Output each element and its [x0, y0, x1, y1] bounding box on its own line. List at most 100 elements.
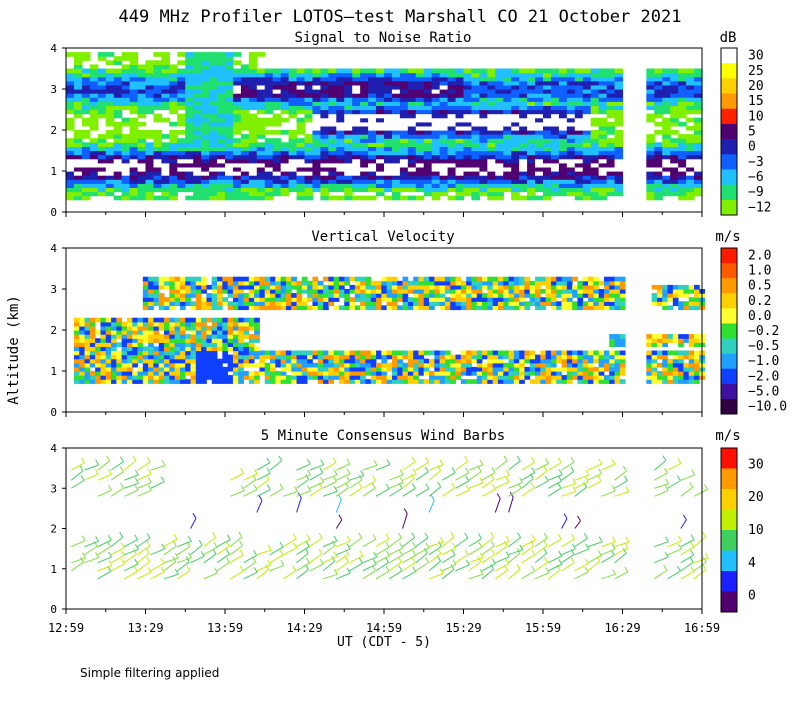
snr-cell	[98, 167, 107, 172]
snr-cell	[503, 130, 512, 135]
vv-cell	[519, 371, 525, 376]
snr-cell	[479, 69, 488, 74]
snr-cell	[495, 134, 504, 139]
wind-barb	[204, 537, 216, 546]
snr-cell	[138, 175, 147, 180]
snr-cell	[153, 73, 162, 78]
vv-cell	[482, 379, 488, 384]
wind-barb	[442, 537, 454, 546]
snr-cell	[82, 56, 91, 61]
vv-cell	[466, 281, 472, 286]
snr-cell	[686, 110, 695, 115]
colorbar-swatch	[721, 48, 737, 64]
snr-cell	[90, 114, 99, 119]
vv-cell	[180, 281, 186, 286]
vv-cell	[466, 367, 472, 372]
snr-cell	[138, 97, 147, 102]
vv-cell	[228, 285, 234, 290]
snr-cell	[74, 93, 83, 98]
vv-cell	[249, 285, 255, 290]
snr-cell	[257, 155, 266, 160]
snr-cell	[352, 138, 361, 143]
snr-cell	[344, 146, 353, 151]
snr-cell	[201, 81, 210, 86]
wind-barb	[403, 488, 416, 496]
vv-cell	[403, 293, 409, 298]
vv-cell	[201, 346, 207, 351]
vv-cell	[143, 367, 149, 372]
vv-cell	[185, 281, 191, 286]
snr-cell	[487, 171, 496, 176]
colorbar-swatch	[721, 124, 737, 140]
vv-cell	[127, 355, 133, 360]
vv-cell	[662, 305, 668, 310]
vv-cell	[673, 334, 679, 339]
snr-cell	[281, 175, 290, 180]
snr-cell	[193, 97, 202, 102]
wind-barb	[350, 488, 362, 497]
wind-barb	[71, 562, 83, 571]
snr-cell	[583, 89, 592, 94]
wind-barb-flag	[452, 483, 455, 488]
snr-cell	[583, 85, 592, 90]
vv-cell	[583, 379, 589, 384]
snr-cell	[599, 187, 608, 192]
snr-cell	[193, 171, 202, 176]
snr-cell	[82, 151, 91, 156]
vv-cell	[683, 351, 689, 356]
vv-cell	[434, 277, 440, 282]
snr-cell	[328, 159, 337, 164]
vv-cell	[238, 334, 244, 339]
snr-cell	[511, 192, 520, 197]
snr-cell	[591, 146, 600, 151]
vv-cell	[424, 293, 430, 298]
vv-cell	[694, 379, 700, 384]
snr-cell	[225, 122, 234, 127]
vv-cell	[79, 322, 85, 327]
snr-cell	[344, 81, 353, 86]
vv-cell	[196, 318, 202, 323]
snr-cell	[559, 175, 568, 180]
snr-cell	[241, 155, 250, 160]
snr-cell	[177, 142, 186, 147]
snr-cell	[273, 187, 282, 192]
snr-cell	[241, 163, 250, 168]
vv-cell	[180, 318, 186, 323]
vv-cell	[657, 334, 663, 339]
snr-cell	[169, 101, 178, 106]
snr-cell	[217, 60, 226, 65]
snr-cell	[217, 155, 226, 160]
snr-cell	[607, 122, 616, 127]
wind-barb-flag	[544, 466, 547, 471]
snr-cell	[352, 85, 361, 90]
snr-cell	[527, 187, 536, 192]
snr-cell	[289, 146, 298, 151]
snr-cell	[138, 85, 147, 90]
vv-cell	[244, 355, 250, 360]
snr-cell	[471, 151, 480, 156]
vv-cell	[546, 379, 552, 384]
vv-cell	[418, 285, 424, 290]
vv-cell	[604, 367, 610, 372]
vv-cell	[238, 277, 244, 282]
snr-cell	[114, 81, 123, 86]
snr-cell	[106, 73, 115, 78]
snr-cell	[559, 155, 568, 160]
wind-barb	[562, 519, 567, 529]
vv-cell	[106, 375, 112, 380]
colorbar-label: 0	[748, 140, 756, 155]
snr-cell	[440, 142, 449, 147]
snr-cell	[511, 69, 520, 74]
vv-cell	[487, 277, 493, 282]
wind-barb-flag	[466, 476, 469, 481]
snr-cell	[551, 171, 560, 176]
snr-cell	[169, 85, 178, 90]
vv-cell	[365, 305, 371, 310]
vv-cell	[185, 371, 191, 376]
snr-cell	[599, 118, 608, 123]
vv-cell	[212, 334, 218, 339]
snr-cell	[193, 73, 202, 78]
vv-cell	[180, 330, 186, 335]
snr-cell	[185, 151, 194, 156]
wind-barb-flag	[532, 457, 535, 462]
